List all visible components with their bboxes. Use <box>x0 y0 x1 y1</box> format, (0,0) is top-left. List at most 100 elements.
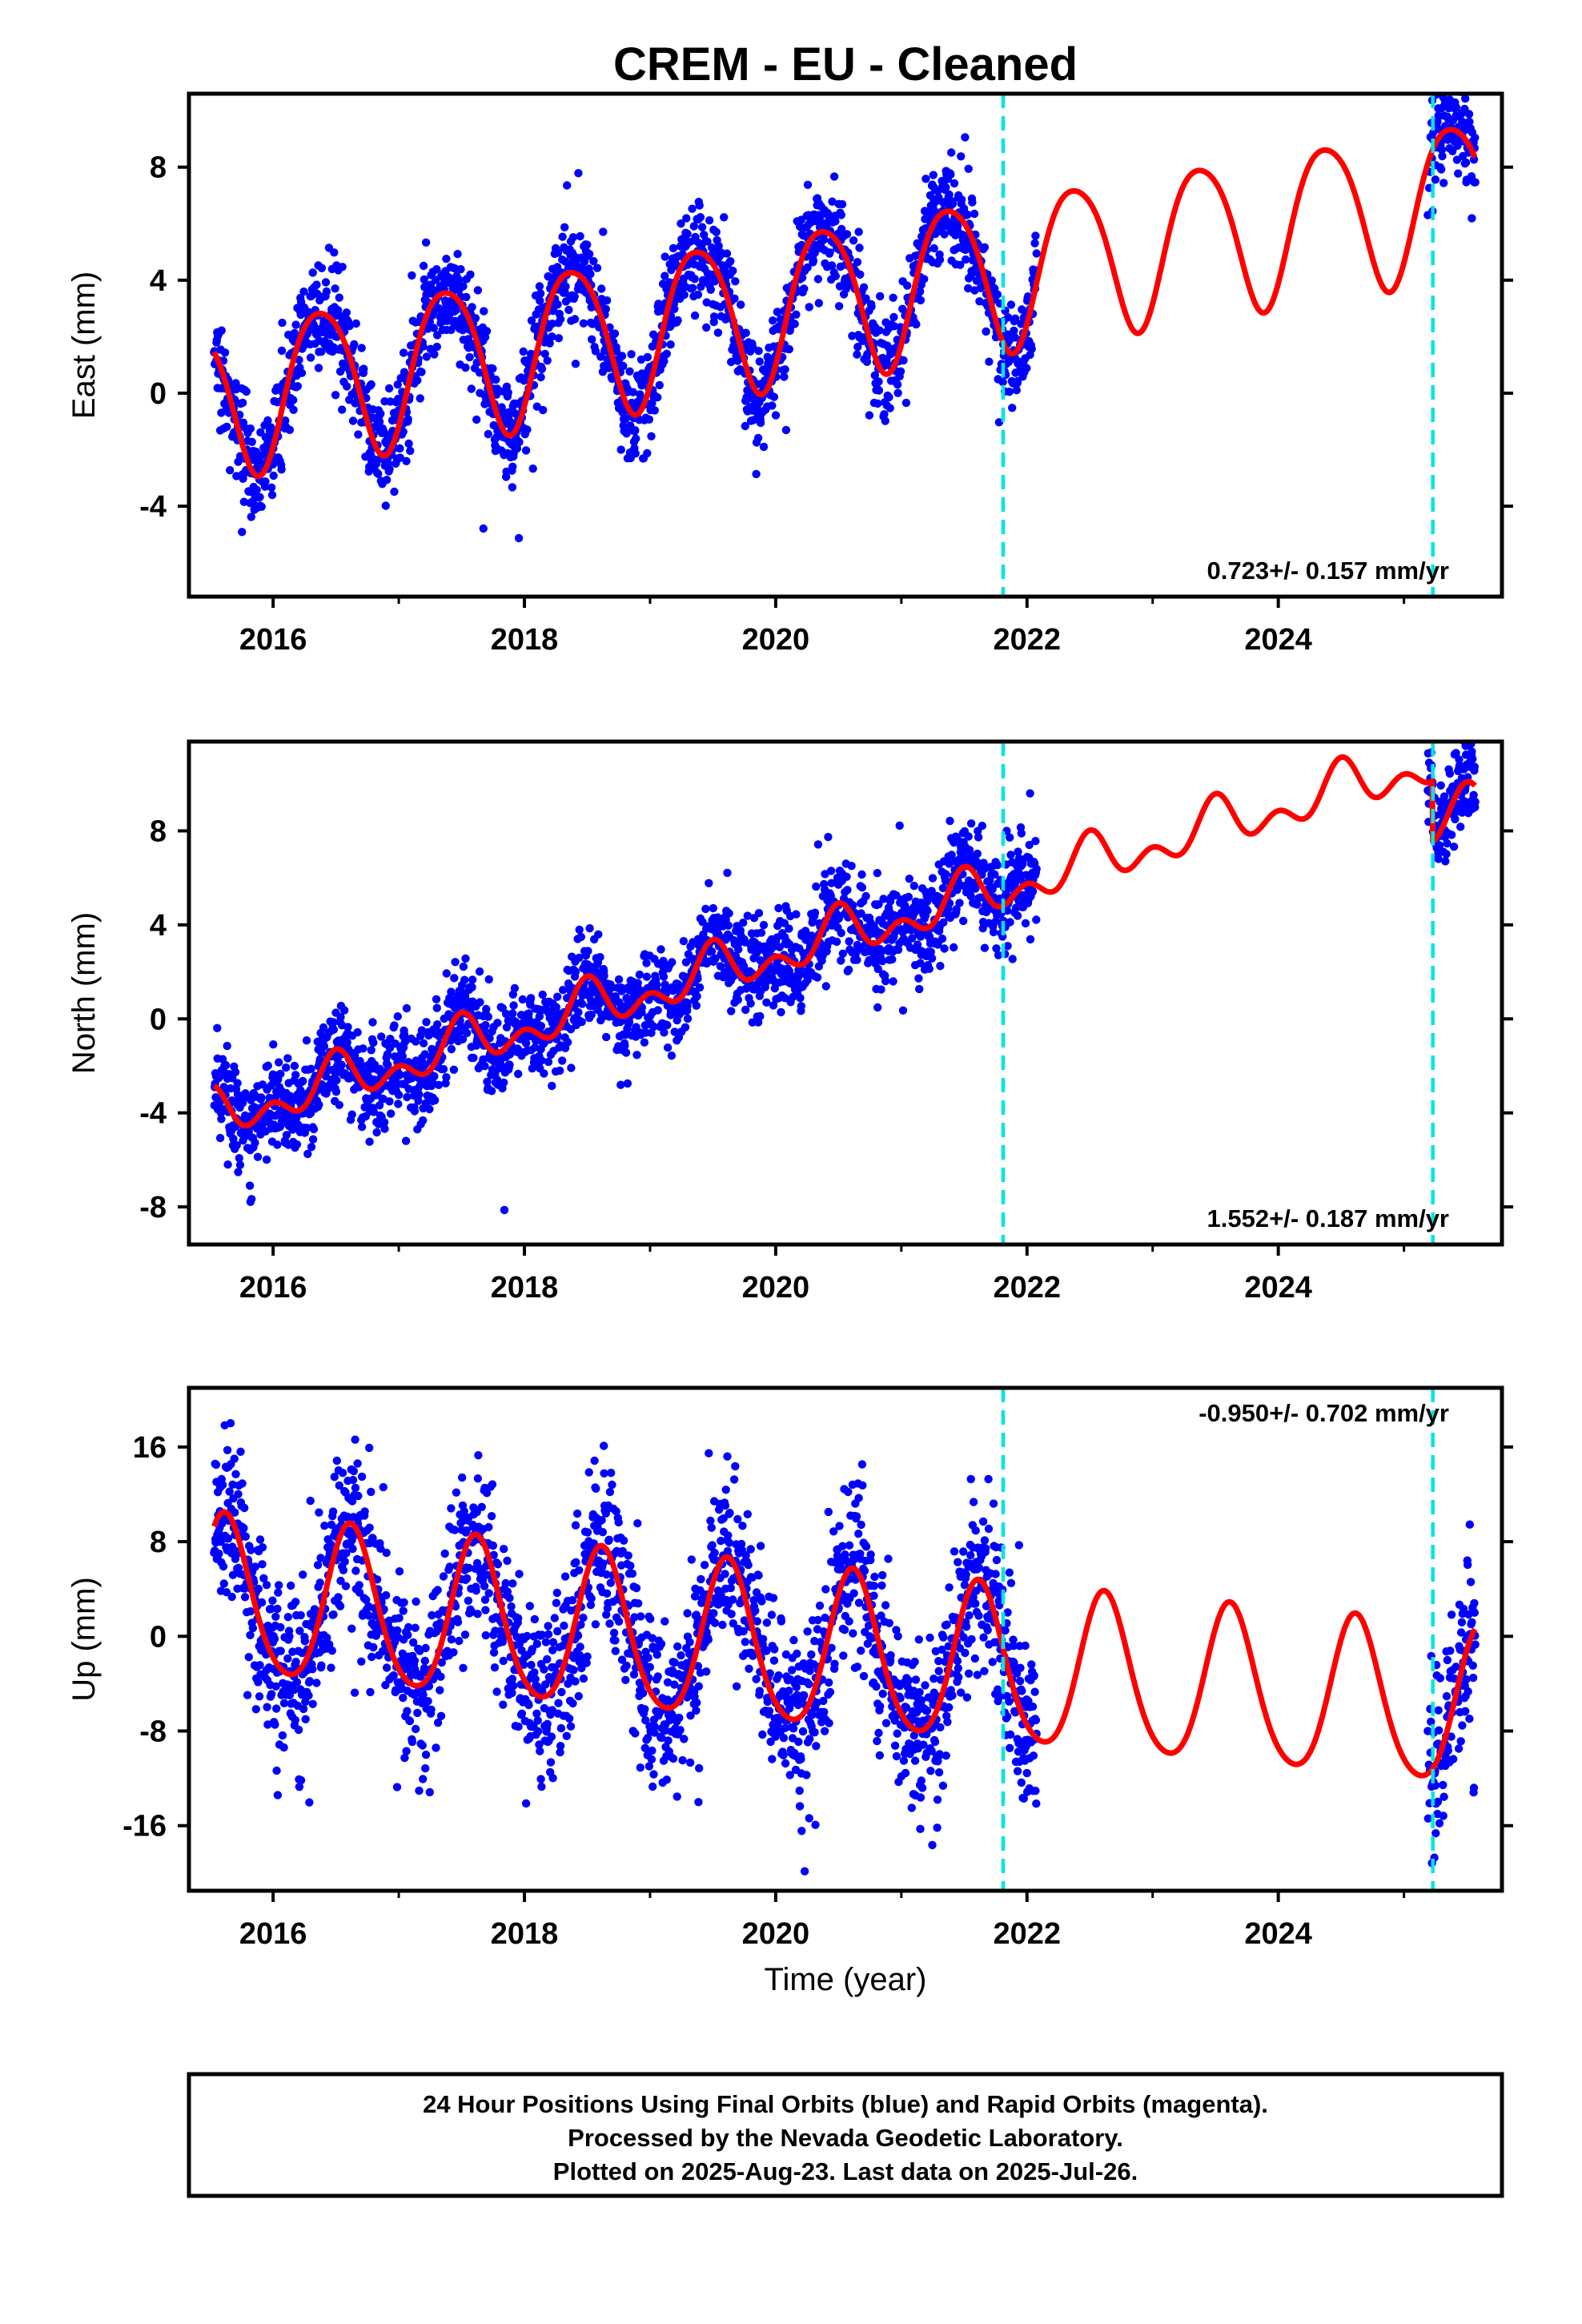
data-point <box>442 1073 451 1082</box>
data-point <box>508 483 517 492</box>
x-tick-label: 2022 <box>994 623 1062 657</box>
data-point <box>660 1028 669 1037</box>
data-point <box>471 314 480 323</box>
data-point <box>726 257 735 266</box>
data-point <box>410 1107 420 1116</box>
data-point <box>357 1657 366 1666</box>
data-point <box>594 930 603 939</box>
data-point <box>929 171 938 179</box>
data-point <box>614 975 624 984</box>
data-point <box>473 286 483 295</box>
data-point <box>482 1004 491 1014</box>
data-point <box>885 392 893 402</box>
data-point <box>520 376 528 385</box>
model-curve <box>211 127 1478 480</box>
data-point <box>294 1725 303 1735</box>
data-point <box>652 980 661 990</box>
data-point <box>592 263 602 272</box>
data-point <box>231 1470 240 1479</box>
data-point <box>366 1687 375 1697</box>
data-point <box>273 1604 282 1614</box>
data-point <box>299 1076 307 1086</box>
data-point <box>1010 314 1020 323</box>
data-point <box>1470 762 1480 771</box>
data-point <box>957 195 966 204</box>
data-point <box>527 316 536 325</box>
data-point <box>475 967 484 976</box>
x-tick-label: 2018 <box>491 1271 559 1305</box>
data-point <box>449 1065 459 1075</box>
data-point <box>950 179 959 188</box>
data-point <box>233 1079 242 1088</box>
data-point <box>248 1623 258 1633</box>
data-point <box>442 255 451 263</box>
data-point <box>299 287 308 296</box>
data-point <box>390 487 399 497</box>
data-point <box>688 283 697 292</box>
data-point <box>536 289 545 298</box>
data-point <box>560 257 570 266</box>
data-point <box>974 833 983 842</box>
data-point <box>504 388 512 397</box>
data-point <box>340 1006 349 1015</box>
data-point <box>627 350 636 359</box>
data-point <box>1436 781 1445 790</box>
data-point <box>713 328 723 337</box>
data-point <box>1448 147 1457 155</box>
data-point <box>746 999 755 1008</box>
data-point <box>727 357 736 367</box>
data-point <box>927 954 937 963</box>
data-point <box>429 324 439 332</box>
data-point <box>575 925 584 935</box>
data-point <box>465 352 474 362</box>
data-point <box>219 1562 228 1571</box>
data-point <box>447 1044 456 1054</box>
data-point <box>771 411 781 420</box>
data-point <box>537 364 547 373</box>
data-point <box>1026 789 1034 798</box>
data-point <box>588 335 596 344</box>
data-point <box>809 256 818 265</box>
data-point <box>564 305 573 315</box>
data-point <box>874 377 883 386</box>
data-point <box>912 320 921 329</box>
data-point <box>843 886 852 895</box>
data-point <box>857 870 866 879</box>
data-point <box>1006 300 1016 309</box>
data-point <box>291 1715 299 1725</box>
data-point <box>234 1490 243 1499</box>
data-point <box>322 287 331 296</box>
data-point <box>759 442 769 452</box>
data-point <box>354 430 363 439</box>
data-point <box>394 1100 403 1108</box>
data-point <box>812 882 821 891</box>
data-point <box>367 380 375 389</box>
data-point <box>505 1060 514 1069</box>
y-tick-label: 0 <box>150 377 167 411</box>
data-point <box>1449 842 1459 851</box>
data-point <box>404 415 412 424</box>
data-point <box>512 444 522 453</box>
data-point <box>940 230 949 239</box>
data-point <box>518 995 527 1004</box>
data-point <box>689 222 698 231</box>
data-point <box>993 290 1002 299</box>
data-point <box>636 355 646 364</box>
data-point <box>433 331 442 340</box>
data-point <box>487 1087 496 1096</box>
data-point <box>432 265 441 274</box>
data-point <box>904 892 913 902</box>
data-point <box>712 227 721 236</box>
data-point <box>661 252 669 261</box>
data-point <box>819 235 829 244</box>
data-point <box>1461 158 1471 167</box>
data-point <box>315 1508 323 1517</box>
data-point <box>548 320 556 328</box>
data-point <box>415 1090 424 1099</box>
data-point <box>255 493 264 501</box>
data-point <box>663 1020 672 1030</box>
data-point <box>832 937 841 947</box>
data-point <box>697 223 707 231</box>
data-point <box>697 282 705 292</box>
